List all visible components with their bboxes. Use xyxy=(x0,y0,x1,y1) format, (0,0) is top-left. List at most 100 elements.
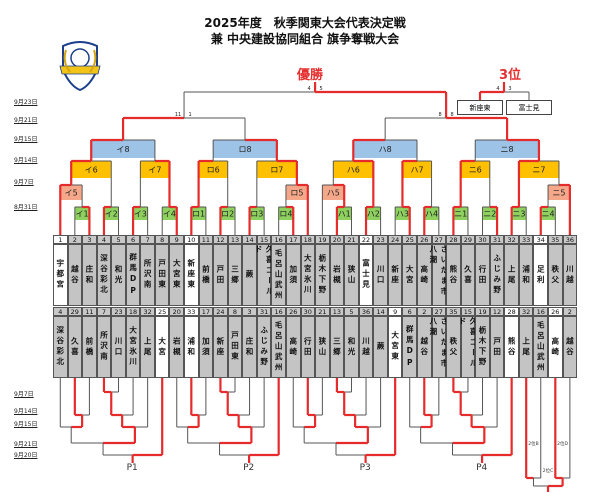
team-cell[interactable]: 大宮 xyxy=(154,316,170,378)
team-cell[interactable]: 所沢南 xyxy=(140,244,155,306)
team-cell[interactable]: 高崎 xyxy=(285,316,301,378)
team-cell[interactable]: さいたま市八潮 xyxy=(429,316,449,378)
seed-number: 31 xyxy=(489,235,505,244)
team-cell[interactable]: 川越 xyxy=(562,244,578,306)
team-cell[interactable]: 秩父 xyxy=(446,316,461,378)
team-cell[interactable]: 川口 xyxy=(111,316,126,378)
team-cell[interactable]: 上尾 xyxy=(504,244,519,306)
team-cell[interactable]: 和光 xyxy=(111,244,126,306)
seed-number: 26 xyxy=(285,307,301,316)
team-cell[interactable]: 戸田東 xyxy=(154,244,170,306)
match-label: ロ6 xyxy=(207,166,220,175)
third-place-team-2[interactable]: 富士見 xyxy=(506,100,552,115)
team-cell[interactable]: 三郷 xyxy=(329,316,345,378)
team-cell[interactable]: 行田 xyxy=(475,244,490,306)
team-cell[interactable]: 越谷 xyxy=(67,244,83,306)
team-cell[interactable]: 庄和 xyxy=(82,244,97,306)
team-cell[interactable]: 戸田東 xyxy=(227,316,243,378)
team-cell[interactable]: 和光 xyxy=(344,316,359,378)
third-score: 3 xyxy=(508,86,511,92)
team-name: 久喜 xyxy=(463,264,473,286)
team-cell[interactable]: 三郷 xyxy=(227,244,243,306)
team-cell[interactable]: 深谷彩北 xyxy=(53,316,68,378)
team-cell[interactable]: 加須 xyxy=(198,316,214,378)
team-cell[interactable]: さいたま市八潮 xyxy=(429,244,449,306)
team-cell[interactable]: 大宮東 xyxy=(169,244,185,306)
team-cell[interactable]: 越谷 xyxy=(562,316,578,378)
team-cell[interactable]: 前橋 xyxy=(198,244,214,306)
match-label: ロ4 xyxy=(279,210,292,219)
team-cell[interactable]: 足利 xyxy=(533,244,549,306)
match-label: ニ6 xyxy=(469,166,482,175)
team-name: 三郷 xyxy=(230,264,240,286)
team-name: 秩父 xyxy=(448,336,458,358)
champion-label: 優勝 xyxy=(297,68,324,83)
team-cell[interactable]: 上尾 xyxy=(518,316,534,378)
team-cell[interactable]: ふじみ野 xyxy=(256,316,272,378)
team-cell[interactable]: 岩槻 xyxy=(169,316,185,378)
third-place-team-1[interactable]: 新座東 xyxy=(457,100,503,115)
team-cell[interactable]: 群馬DP xyxy=(402,316,417,378)
team-cell[interactable]: 戸田 xyxy=(213,244,228,306)
team-cell[interactable]: 加須 xyxy=(285,244,301,306)
team-cell[interactable]: 狭山 xyxy=(315,316,330,378)
team-cell[interactable]: 久喜ゴールド xyxy=(254,244,274,306)
seed-number: 15 xyxy=(256,235,272,244)
match-box xyxy=(191,207,206,220)
team-cell[interactable]: 川越 xyxy=(358,316,374,378)
team-cell[interactable]: 新座 xyxy=(387,244,403,306)
team-cell[interactable]: 蕨 xyxy=(373,316,388,378)
team-cell[interactable]: 高崎 xyxy=(417,244,432,306)
team-cell[interactable]: 新座東 xyxy=(184,244,199,306)
team-cell[interactable]: ふじみ野 xyxy=(489,244,505,306)
team-cell[interactable]: 戸田 xyxy=(489,316,505,378)
seed-number: 30 xyxy=(300,307,316,316)
team-cell[interactable]: 庄和 xyxy=(242,316,257,378)
team-cell[interactable]: 大宮氷川 xyxy=(125,316,141,378)
team-cell[interactable]: 毛呂山武州 xyxy=(533,316,549,378)
team-cell[interactable]: 蕨 xyxy=(242,244,257,306)
team-cell[interactable]: 栃木下野 xyxy=(475,316,490,378)
team-name: 熊谷 xyxy=(448,264,458,286)
team-cell[interactable]: 浦和 xyxy=(518,244,534,306)
team-cell[interactable]: 深谷彩北 xyxy=(96,244,112,306)
team-cell[interactable]: 大宮東 xyxy=(387,316,403,378)
team-cell[interactable]: 富士見 xyxy=(358,244,374,306)
team-cell[interactable]: 宇都宮 xyxy=(53,244,68,306)
team-cell[interactable]: 秩父 xyxy=(548,244,563,306)
seed-number: 13 xyxy=(329,307,345,316)
team-cell[interactable]: 川口 xyxy=(373,244,388,306)
team-cell[interactable]: 高崎 xyxy=(548,316,563,378)
team-cell[interactable]: 栃木下野 xyxy=(315,244,330,306)
team-cell[interactable]: 越谷 xyxy=(417,316,432,378)
team-cell[interactable]: 浦和 xyxy=(184,316,199,378)
seed-number: 1 xyxy=(53,235,68,244)
team-name: 毛呂山武州 xyxy=(536,320,546,374)
team-cell[interactable]: 岩槻 xyxy=(329,244,345,306)
match-box xyxy=(91,140,155,158)
team-name: 蕨 xyxy=(376,341,386,353)
match-box xyxy=(353,140,417,158)
seed-number: 28 xyxy=(504,307,519,316)
team-cell[interactable]: 行田 xyxy=(300,316,316,378)
team-cell[interactable]: 大宮 xyxy=(402,244,417,306)
match-label: イ6 xyxy=(85,166,98,175)
title-line-2: 兼 中央建設協同組合 旗争奪戦大会 xyxy=(210,32,400,46)
team-cell[interactable]: 大宮氷川 xyxy=(300,244,316,306)
team-cell[interactable]: 新座 xyxy=(213,316,228,378)
team-name: 大宮 xyxy=(405,264,415,286)
team-cell[interactable]: 熊谷 xyxy=(446,244,461,306)
team-cell[interactable]: 所沢南 xyxy=(96,316,112,378)
team-cell[interactable]: 熊谷 xyxy=(504,316,519,378)
team-cell[interactable]: 群馬DP xyxy=(125,244,141,306)
team-cell[interactable]: 毛呂山武州 xyxy=(271,316,286,378)
team-cell[interactable]: 久喜ゴールド xyxy=(458,316,478,378)
team-cell[interactable]: 前橋 xyxy=(82,316,97,378)
team-cell[interactable]: 久喜 xyxy=(460,244,476,306)
semi-score: 8 xyxy=(439,112,442,118)
team-cell[interactable]: 上尾 xyxy=(140,316,155,378)
team-cell[interactable]: 毛呂山武州 xyxy=(271,244,286,306)
team-cell[interactable]: 久喜 xyxy=(67,316,83,378)
team-cell[interactable]: 狭山 xyxy=(344,244,359,306)
team-name: さいたま市八潮 xyxy=(428,245,449,298)
